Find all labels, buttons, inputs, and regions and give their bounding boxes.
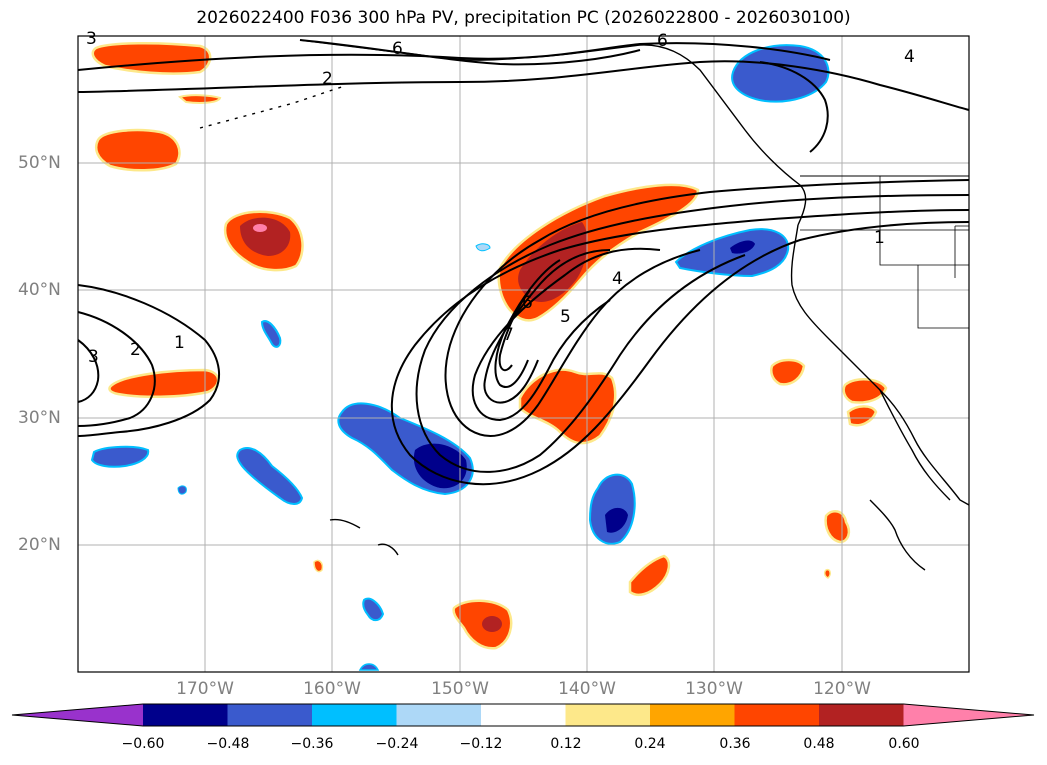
pv-contour-3 [299,39,641,66]
plot-title: 2026022400 F036 300 hPa PV, precipitatio… [196,8,851,28]
lon-label: 130°W [685,679,743,699]
precip-blob-nw-3 [94,128,181,172]
pv-label: 2 [322,69,333,89]
pv-contour-jet-7 [498,289,531,372]
precip-blob-small-2 [362,597,385,622]
precip-blob-small-pos-1 [313,559,324,573]
pv-contour-1 [77,60,970,111]
precip-core-south-1 [482,616,502,632]
colorbar-cell [819,704,904,726]
colorbar-cell [481,704,566,726]
pv-contour-jet-2 [415,194,970,473]
colorbar-cell [565,704,651,726]
precip-core-central-south [605,507,628,533]
pv-label: 2 [130,340,141,360]
pv-contour-west-3 [77,339,100,403]
precip-blob-mexico [824,509,851,544]
colorbar-cell [650,704,735,726]
precip-blob-small-4 [475,243,491,252]
precip-negative-anomalies [90,44,830,671]
precip-blob-baja-3 [846,405,878,427]
pv-label: 1 [874,228,885,248]
colorbar-outline [11,703,1035,727]
precip-core-midwest [240,217,291,256]
map-frame [77,35,970,673]
precip-blob-west-sub [108,368,220,399]
lat-label: 20°N [18,535,61,555]
precip-core-pacnw [730,240,755,254]
precip-blob-small-1 [260,320,282,348]
pv-contour-jet-3 [444,179,970,437]
colorbar-extend-max [903,704,1034,726]
lat-label: 30°N [18,408,61,428]
pv-label: 6 [522,293,533,313]
pv-label: 4 [612,269,623,289]
lon-label: 160°W [303,679,361,699]
lat-label: 50°N [18,153,61,173]
pv-label: 3 [88,347,99,367]
precip-blob-small-5 [177,485,187,495]
lat-label: 40°N [18,280,61,300]
pv-contour-west-1 [77,284,221,437]
lon-label: 150°W [431,679,489,699]
colorbar-tick-label: 0.60 [888,736,920,752]
pv-label: 3 [86,29,97,49]
pv-label: 6 [657,31,668,51]
precip-peak-midwest [253,224,267,232]
pv-label: 6 [392,39,403,59]
map-panel: 1 2 3 4 5 6 7 1 2 3 6 6 4 [77,29,970,673]
precip-blob-nw-2 [177,94,222,104]
colorbar-tick-label: −0.12 [459,736,503,752]
colorbar-tick-label: 0.36 [719,736,751,752]
state-lines [800,176,969,329]
colorbar-tick-label: 0.12 [550,736,582,752]
gridlines [78,36,969,672]
pv-contours [77,39,970,486]
pv-contour-jet-outer [390,209,970,486]
colorbar-cells [11,703,1035,727]
colorbar-cell [312,704,397,726]
pv-label: 1 [174,333,185,353]
pv-contour-jet-6 [494,259,561,388]
hawaii [329,518,399,556]
colorbar-cell [734,704,820,726]
pv-contour-labels: 1 2 3 4 5 6 7 1 2 3 6 6 4 [86,29,915,367]
precip-blob-small-3 [358,663,380,671]
colorbar-cell [227,704,313,726]
pv-contour-2 [77,42,831,71]
colorbar-tick-label: −0.60 [121,736,165,752]
pv-label: 7 [503,325,514,345]
pv-label: 4 [904,47,915,67]
colorbar-extend-min [12,704,143,726]
precip-blob-baja-1 [770,358,806,386]
pv-contour-jet-5 [483,249,611,404]
colorbar-tick-label: 0.24 [634,736,666,752]
colorbar-cell [143,704,228,726]
baja [879,389,951,501]
precip-blob-west [90,445,150,468]
colorbar-cell [396,704,482,726]
precip-blob-small-pos-2 [823,568,831,579]
west-coast [790,224,970,506]
pv-contour-west-2 [77,311,156,427]
colorbar-tick-label: −0.36 [290,736,334,752]
lon-label: 120°W [813,679,871,699]
precip-core-subtropic [413,443,467,489]
precip-blob-south-2 [628,554,671,596]
colorbar-tick-label: −0.24 [375,736,419,752]
pv-label: 5 [560,307,571,327]
colorbar-tick-label: 0.48 [803,736,835,752]
precip-blob-gulf-of-alaska [731,44,830,103]
lon-label: 140°W [558,679,616,699]
colorbar [11,703,1035,727]
lon-label: 170°W [176,679,234,699]
colorbar-tick-label: −0.48 [206,736,250,752]
pv-contour-jet-4 [471,247,661,422]
mexico-coast [869,499,926,571]
precip-blob-hawaii-east [236,447,304,505]
map-background [78,36,969,672]
pv-contour-canada [759,61,829,153]
